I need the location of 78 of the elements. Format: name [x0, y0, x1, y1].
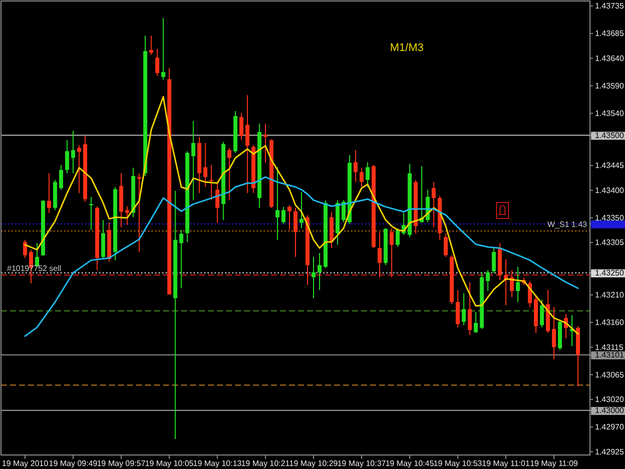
- y-tick-label: 1.43735: [595, 2, 624, 11]
- x-tick-label: 19 May 10:05: [145, 459, 194, 468]
- y-tick-label: 1.43250: [595, 268, 624, 278]
- candlestick: [215, 182, 220, 224]
- candlestick: [179, 229, 184, 289]
- candlestick: [227, 147, 232, 201]
- candlestick: [263, 123, 268, 164]
- candlestick: [71, 130, 76, 174]
- y-tick-label: 1.42970: [595, 422, 624, 432]
- candlestick: [468, 282, 472, 336]
- candlestick: [287, 204, 292, 230]
- candlestick: [540, 299, 544, 328]
- candlestick: [239, 112, 244, 141]
- x-tick-label: 19 May 10:37: [337, 459, 386, 468]
- x-tick-label: 19 May 10:29: [289, 459, 338, 468]
- x-tick-label: 19 May 10:45: [385, 459, 434, 468]
- y-tick-label: 1.43685: [595, 29, 624, 38]
- candlestick: [378, 232, 382, 278]
- candlestick: [492, 246, 496, 274]
- y-tick-label: 1.43210: [595, 290, 624, 300]
- x-tick-label: 19 May 10:53: [434, 459, 483, 468]
- y-tick-label: 1.43590: [595, 81, 624, 90]
- candlestick: [390, 228, 394, 278]
- candlestick: [396, 228, 400, 248]
- candlestick: [552, 306, 556, 360]
- y-tick-label: 1.43445: [595, 161, 624, 170]
- x-tick-label: 19 May 10:21: [241, 459, 290, 468]
- candlestick: [137, 172, 142, 252]
- y-tick-label: 1.43115: [595, 342, 624, 352]
- candlestick: [366, 162, 370, 188]
- candlestick: [155, 48, 160, 76]
- y-tick-label: 1.43350: [595, 213, 624, 222]
- candlestick: [474, 311, 478, 334]
- candlestick: [342, 200, 346, 223]
- candlestick: [462, 292, 466, 326]
- candlestick: [456, 289, 460, 328]
- candlestick: [191, 120, 196, 201]
- y-tick-label: 1.43101: [595, 350, 624, 360]
- y-tick-label: 1.43500: [595, 130, 624, 140]
- y-tick-label: 1.43065: [595, 370, 624, 380]
- candlestick: [281, 206, 286, 224]
- candlestick: [360, 167, 364, 188]
- candlestick: [77, 144, 82, 194]
- x-tick-label: 19 May 09:49: [48, 459, 98, 468]
- x-tick-label: 19 May 11:09: [530, 459, 578, 468]
- y-tick-label: 1.43400: [595, 186, 624, 195]
- candlestick: [486, 270, 490, 292]
- candlestick: [432, 182, 436, 228]
- candlestick: [47, 172, 52, 214]
- candlestick: [101, 220, 106, 258]
- y-tick-label: 1.43305: [595, 238, 624, 248]
- x-tick-label: 19 May 10:13: [193, 459, 242, 468]
- x-tick-label: 19 May 2010: [2, 459, 49, 468]
- x-tick-label: 19 May 11:01: [482, 459, 530, 468]
- y-tick-label: 1.43020: [595, 395, 624, 404]
- candlestick: [65, 140, 70, 174]
- annotation: M1/M3: [390, 42, 424, 54]
- candlestick: [300, 191, 304, 229]
- candlestick: [149, 35, 154, 56]
- ref-line-label: W_S1 1.43: [547, 220, 588, 230]
- candlestick: [125, 206, 130, 226]
- candlestick: [318, 252, 322, 290]
- y-tick-label: 1.43000: [595, 406, 624, 416]
- candlestick: [275, 166, 280, 240]
- candlestick: [245, 94, 250, 194]
- y-tick-label: 1.42925: [595, 447, 624, 456]
- y-tick-label: 1.43160: [595, 318, 624, 328]
- y-tick-label: 1.43540: [595, 108, 624, 118]
- x-tick-label: 19 May 09:57: [96, 459, 146, 468]
- candlestick: [203, 142, 208, 188]
- candlestick: [294, 207, 298, 258]
- candlestick: [354, 150, 358, 183]
- candlestick: [312, 256, 316, 299]
- candlestick: [444, 232, 448, 258]
- candlestick: [161, 18, 166, 80]
- candlestick: [59, 164, 64, 190]
- y-tick-label: 1.43640: [595, 54, 624, 63]
- candlestick: [516, 266, 520, 303]
